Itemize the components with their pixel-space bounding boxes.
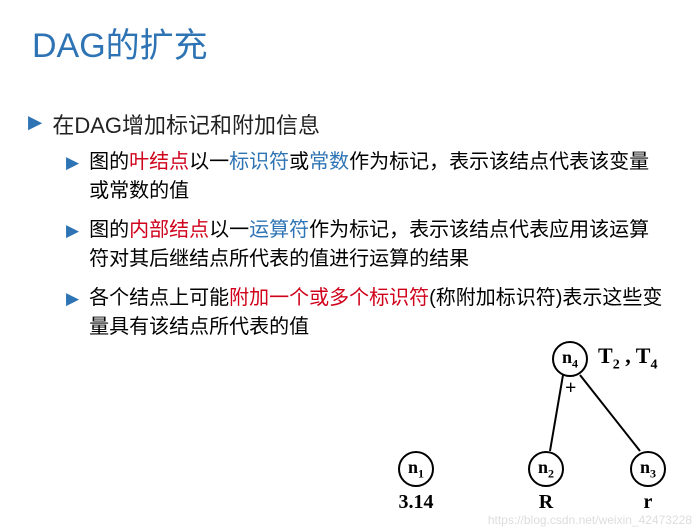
t: 各个结点上可能 <box>89 287 229 309</box>
node-n3: n3 <box>630 451 666 487</box>
t-red: 内部结点 <box>129 219 209 241</box>
dag-diagram: n4 + T2 , T4 n1 3.14 n2 R n3 r <box>340 333 680 523</box>
t: 以一 <box>189 151 229 173</box>
t: 图的 <box>89 219 129 241</box>
bullet2b-text: 图的内部结点以一运算符作为标记，表示该结点代表应用该运算符对其后继结点所代表的值… <box>89 216 666 274</box>
t: 以一 <box>209 219 249 241</box>
node-id: n4 <box>562 347 578 372</box>
node-id: n1 <box>408 457 424 482</box>
t-red: 叶结点 <box>129 151 189 173</box>
bullet1-text: 在DAG增加标记和附加信息 <box>52 108 320 140</box>
t: 图的 <box>89 151 129 173</box>
bullet2a-text: 图的叶结点以一标识符或常数作为标记，表示该结点代表该变量或常数的值 <box>89 148 666 206</box>
watermark-text: https://blog.csdn.net/weixin_42473228 <box>488 513 692 527</box>
node-n4-op: + <box>565 377 576 400</box>
node-n3-label: r <box>640 491 656 514</box>
bullet-level2-b: ▶ 图的内部结点以一运算符作为标记，表示该结点代表应用该运算符对其后继结点所代表… <box>66 216 666 274</box>
triangle-icon: ▶ <box>28 111 42 133</box>
node-n1-label: 3.14 <box>392 491 440 514</box>
t: 或 <box>289 151 309 173</box>
triangle-icon: ▶ <box>66 219 79 244</box>
bullet-level2-a: ▶ 图的叶结点以一标识符或常数作为标记，表示该结点代表该变量或常数的值 <box>66 148 666 206</box>
node-n1: n1 <box>398 451 434 487</box>
t-blue: 常数 <box>309 151 349 173</box>
triangle-icon: ▶ <box>66 151 79 176</box>
t-blue: 标识符 <box>229 151 289 173</box>
triangle-icon: ▶ <box>66 287 79 312</box>
node-n2-label: R <box>534 491 558 514</box>
node-id: n2 <box>538 457 554 482</box>
bullet-level1: ▶ 在DAG增加标记和附加信息 <box>28 108 320 140</box>
t-blue: 运算符 <box>249 219 309 241</box>
node-id: n3 <box>640 457 656 482</box>
node-n4-attach: T2 , T4 <box>598 343 657 373</box>
node-n4: n4 <box>552 341 588 377</box>
node-n2: n2 <box>528 451 564 487</box>
slide-title: DAG的扩充 <box>32 18 208 67</box>
t-red: 附加一个或多个标识符 <box>229 287 429 309</box>
